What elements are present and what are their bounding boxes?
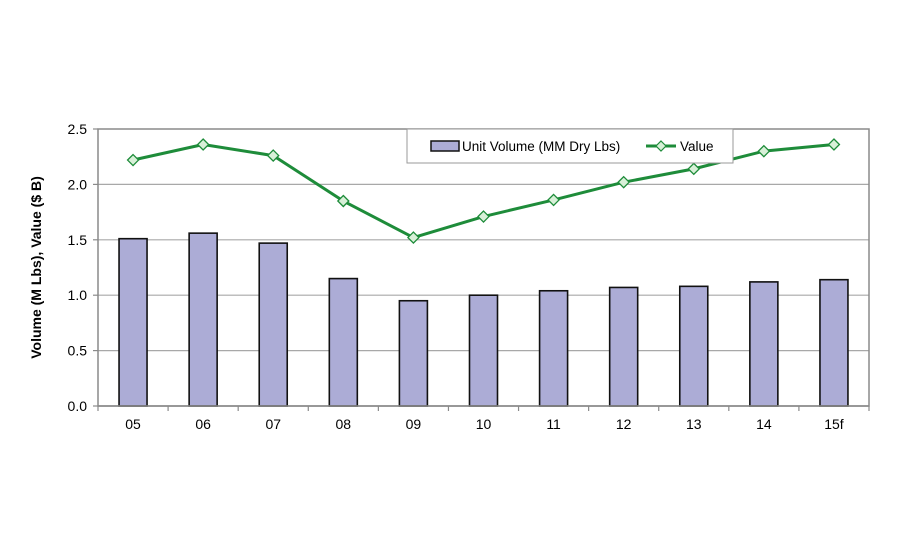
y-tick-label: 2.5 — [68, 121, 88, 137]
x-tick-label: 07 — [265, 416, 281, 432]
diamond-marker-icon — [266, 149, 280, 163]
x-tick-label: 10 — [476, 416, 492, 432]
x-tick-label: 15f — [824, 416, 844, 432]
diamond-marker-icon — [827, 138, 841, 151]
diamond-marker-icon — [477, 210, 490, 223]
bar — [188, 232, 218, 407]
diamond-marker-icon — [547, 193, 561, 207]
bar — [258, 242, 289, 407]
legend-bar-swatch-icon — [430, 140, 460, 152]
bar — [468, 294, 499, 407]
y-axis-title: Volume (M Lbs), Value ($ B) — [28, 176, 44, 359]
x-tick-label: 09 — [406, 416, 422, 432]
diamond-marker-icon — [757, 144, 771, 158]
diamond-marker-icon — [196, 138, 210, 151]
bar — [538, 289, 569, 407]
diamond-marker-icon — [336, 194, 350, 208]
y-tick-label: 0.0 — [68, 398, 88, 414]
y-tick-label: 1.0 — [68, 287, 88, 303]
legend: Unit Volume (MM Dry Lbs) Value — [406, 128, 734, 164]
x-tick-label: 12 — [616, 416, 632, 432]
y-tick-label: 2.0 — [68, 176, 88, 192]
legend-line-swatch-icon — [646, 140, 676, 152]
bar — [118, 237, 148, 407]
legend-bar-label: Unit Volume (MM Dry Lbs) — [462, 139, 620, 154]
y-tick-label: 0.5 — [68, 343, 88, 359]
diamond-marker-icon — [126, 153, 140, 167]
diamond-marker-icon — [687, 162, 701, 176]
y-axis: 0.0 0.5 1.0 1.5 2.0 2.5 — [68, 121, 98, 414]
y-tick-label: 1.5 — [68, 232, 88, 248]
x-tick-label: 14 — [756, 416, 772, 432]
bar — [608, 286, 639, 407]
x-tick-label: 08 — [336, 416, 352, 432]
bar — [398, 299, 429, 407]
bar — [749, 281, 779, 407]
x-tick-label: 11 — [546, 416, 561, 432]
bar — [819, 278, 849, 407]
x-axis: 05 06 07 08 09 10 11 12 13 14 15f — [97, 405, 870, 432]
bar — [328, 277, 359, 407]
legend-line-label: Value — [680, 139, 714, 154]
diamond-marker-icon — [617, 175, 631, 189]
x-tick-label: 13 — [686, 416, 702, 432]
x-tick-label: 06 — [195, 416, 211, 432]
bar — [678, 285, 709, 407]
bar-series — [118, 232, 849, 407]
x-tick-label: 05 — [125, 416, 141, 432]
diamond-marker-icon — [406, 231, 420, 245]
legend-box — [406, 128, 734, 164]
